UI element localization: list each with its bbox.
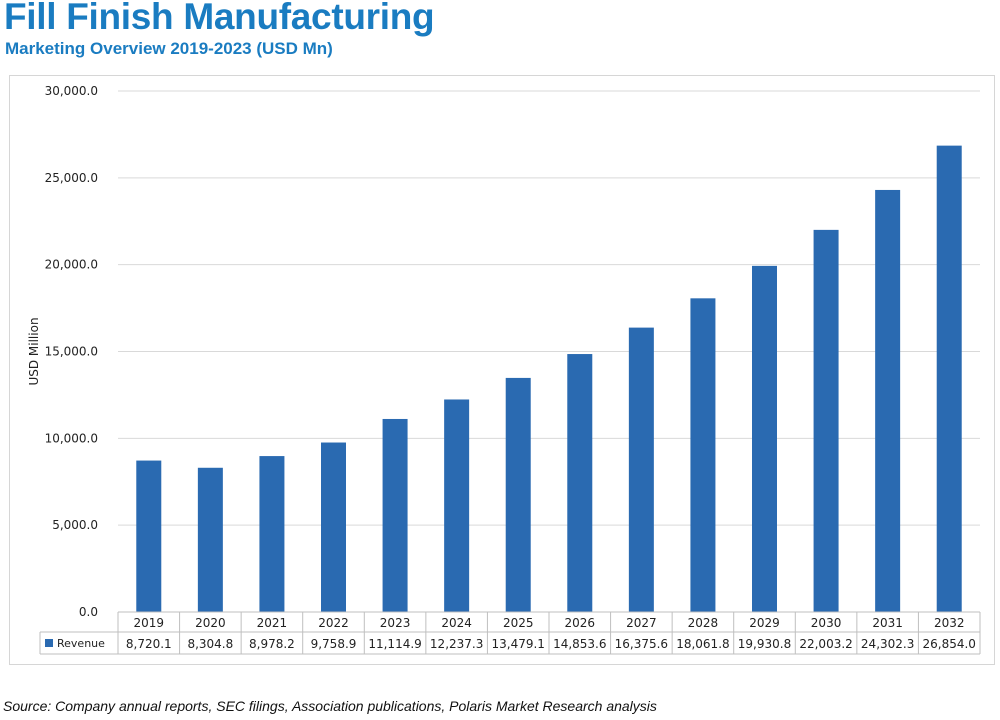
x-tick-label: 2029 (749, 616, 780, 630)
chart-frame (9, 75, 995, 665)
y-tick-label: 20,000.0 (45, 258, 98, 272)
bar-2030 (813, 229, 839, 613)
bar-2027 (628, 327, 654, 612)
data-label: 26,854.0 (922, 637, 975, 651)
bar-2032 (936, 145, 962, 612)
data-label: 18,061.8 (676, 637, 729, 651)
x-tick-label: 2032 (934, 616, 965, 630)
y-tick-label: 5,000.0 (52, 518, 98, 532)
x-tick-label: 2027 (626, 616, 657, 630)
legend-label: Revenue (57, 637, 105, 650)
data-label: 19,930.8 (738, 637, 791, 651)
bar-2022 (321, 442, 346, 612)
data-label: 9,758.9 (311, 637, 357, 651)
y-tick-label: 15,000.0 (45, 345, 98, 359)
data-label: 24,302.3 (861, 637, 914, 651)
data-label: 12,237.3 (430, 637, 483, 651)
x-tick-label: 2022 (318, 616, 349, 630)
bar-2023 (382, 418, 408, 612)
bar-2029 (752, 265, 777, 612)
x-tick-label: 2019 (134, 616, 165, 630)
bar-2031 (875, 189, 901, 612)
data-label: 8,304.8 (187, 637, 233, 651)
data-label: 13,479.1 (491, 637, 544, 651)
bar-2026 (567, 354, 593, 612)
data-label: 11,114.9 (368, 637, 421, 651)
bar-2024 (444, 399, 470, 612)
x-tick-label: 2021 (257, 616, 288, 630)
y-tick-label: 10,000.0 (45, 431, 98, 445)
bar-2020 (197, 467, 223, 612)
bar-2025 (505, 377, 531, 612)
x-tick-label: 2028 (688, 616, 719, 630)
data-label: 8,720.1 (126, 637, 172, 651)
x-tick-label: 2025 (503, 616, 534, 630)
y-tick-label: 25,000.0 (45, 171, 98, 185)
x-tick-label: 2020 (195, 616, 226, 630)
data-label: 14,853.6 (553, 637, 606, 651)
x-tick-label: 2026 (565, 616, 596, 630)
y-axis-label: USD Million (27, 317, 41, 385)
bar-2019 (136, 460, 162, 612)
x-tick-label: 2031 (872, 616, 903, 630)
bar-2028 (690, 298, 716, 612)
data-label: 16,375.6 (615, 637, 668, 651)
x-tick-label: 2024 (441, 616, 472, 630)
page-subtitle: Marketing Overview 2019-2023 (USD Mn) (5, 39, 333, 58)
page-title: Fill Finish Manufacturing (4, 0, 435, 37)
data-label: 8,978.2 (249, 637, 295, 651)
bar-2021 (259, 456, 285, 612)
legend-swatch (45, 639, 53, 647)
x-tick-label: 2023 (380, 616, 411, 630)
x-tick-label: 2030 (811, 616, 842, 630)
data-label: 22,003.2 (799, 637, 852, 651)
source-note: Source: Company annual reports, SEC fili… (3, 698, 657, 714)
y-tick-label: 0.0 (79, 605, 98, 619)
y-tick-label: 30,000.0 (45, 84, 98, 98)
bar-chart: 0.0 5,000.0 10,000.0 15,000.0 20,000.0 25,000… (27, 84, 981, 655)
